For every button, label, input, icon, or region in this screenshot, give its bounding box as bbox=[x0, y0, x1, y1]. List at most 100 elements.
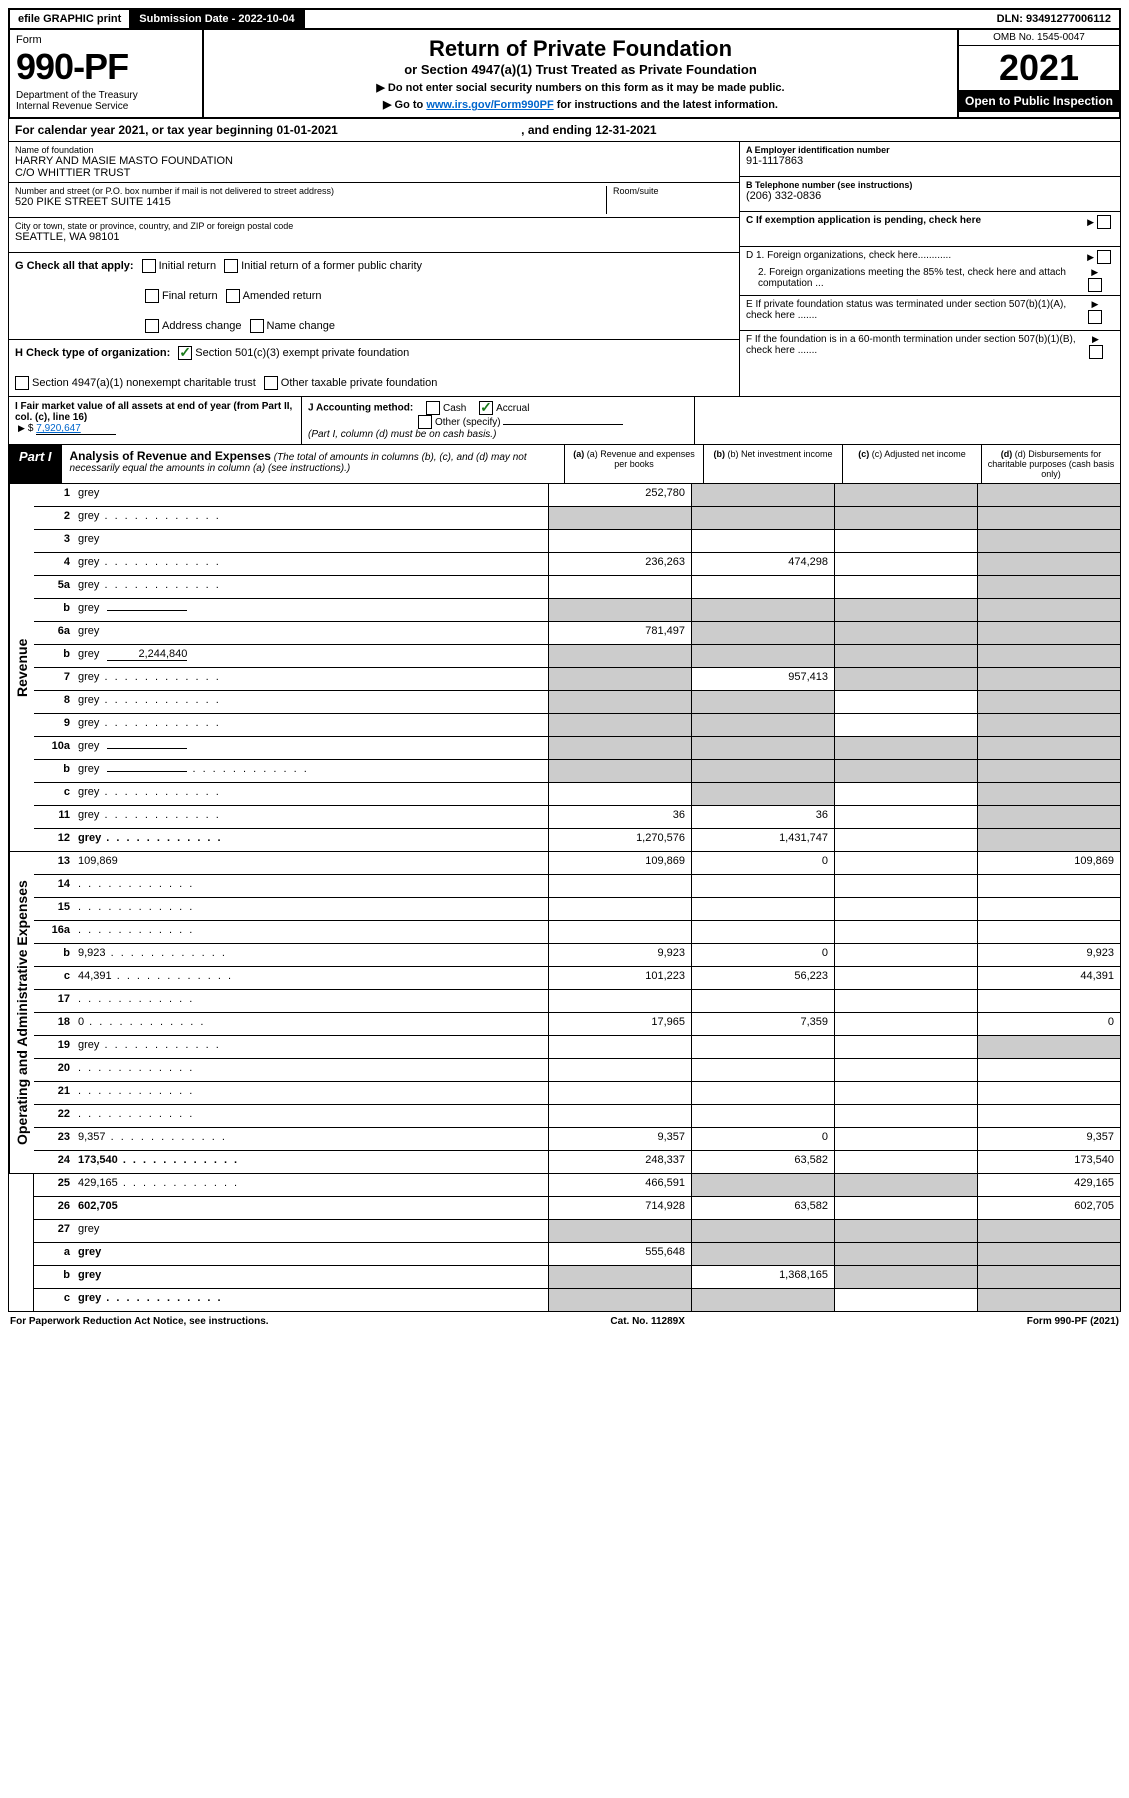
line-desc: 9,357 bbox=[74, 1128, 548, 1150]
amount-cell bbox=[691, 760, 834, 782]
amount-cell bbox=[834, 783, 977, 805]
summary-section: 25429,165466,591429,16526602,705714,9286… bbox=[8, 1174, 1121, 1312]
amount-cell bbox=[834, 1036, 977, 1058]
amount-cell bbox=[548, 1220, 691, 1242]
f-cell: F If the foundation is in a 60-month ter… bbox=[740, 331, 1120, 365]
efile-label: efile GRAPHIC print bbox=[10, 10, 131, 28]
line-number: a bbox=[34, 1243, 74, 1265]
form-number: 990-PF bbox=[16, 46, 196, 88]
amount-cell bbox=[977, 714, 1120, 736]
chk-other-method[interactable] bbox=[418, 415, 432, 429]
entity-right: A Employer identification number 91-1117… bbox=[739, 142, 1120, 396]
amount-cell bbox=[834, 921, 977, 943]
e-cell: E If private foundation status was termi… bbox=[740, 296, 1120, 331]
table-row: 6agrey781,497 bbox=[34, 622, 1120, 645]
amount-cell bbox=[977, 875, 1120, 897]
chk-e[interactable] bbox=[1088, 310, 1102, 324]
city-cell: City or town, state or province, country… bbox=[9, 218, 739, 253]
amount-cell bbox=[977, 783, 1120, 805]
amount-cell: 781,497 bbox=[548, 622, 691, 644]
col-b: (b) (b) Net investment income bbox=[704, 445, 843, 483]
table-row: 4grey236,263474,298 bbox=[34, 553, 1120, 576]
line-number: 26 bbox=[34, 1197, 74, 1219]
line-desc: grey bbox=[74, 668, 548, 690]
chk-d2[interactable] bbox=[1088, 278, 1102, 292]
table-row: 15 bbox=[34, 898, 1120, 921]
revenue-side-label: Revenue bbox=[9, 484, 34, 851]
amount-cell bbox=[834, 507, 977, 529]
amount-cell: 36 bbox=[548, 806, 691, 828]
amount-cell bbox=[834, 760, 977, 782]
irs-link[interactable]: www.irs.gov/Form990PF bbox=[426, 99, 553, 111]
amount-cell: 1,431,747 bbox=[691, 829, 834, 851]
amount-cell bbox=[548, 898, 691, 920]
fmv-link[interactable]: 7,920,647 bbox=[36, 423, 116, 435]
chk-initial[interactable] bbox=[142, 259, 156, 273]
table-row: bgrey1,368,165 bbox=[34, 1266, 1120, 1289]
amount-cell bbox=[977, 829, 1120, 851]
line-desc: grey bbox=[74, 783, 548, 805]
chk-accrual[interactable] bbox=[479, 401, 493, 415]
line-desc bbox=[74, 875, 548, 897]
amount-cell: 0 bbox=[691, 852, 834, 874]
chk-other-tax[interactable] bbox=[264, 376, 278, 390]
amount-cell bbox=[548, 1036, 691, 1058]
line-number: b bbox=[34, 645, 74, 667]
amount-cell bbox=[834, 1266, 977, 1288]
amount-cell bbox=[977, 530, 1120, 552]
chk-d1[interactable] bbox=[1097, 250, 1111, 264]
chk-4947[interactable] bbox=[15, 376, 29, 390]
line-number: 14 bbox=[34, 875, 74, 897]
amount-cell bbox=[834, 599, 977, 621]
submission-date: Submission Date - 2022-10-04 bbox=[131, 10, 304, 28]
line-desc: grey bbox=[74, 1036, 548, 1058]
table-row: 10agrey bbox=[34, 737, 1120, 760]
table-row: cgrey bbox=[34, 783, 1120, 806]
amount-cell bbox=[977, 622, 1120, 644]
amount-cell: 429,165 bbox=[977, 1174, 1120, 1196]
amount-cell bbox=[548, 599, 691, 621]
line-desc: grey bbox=[74, 576, 548, 598]
line-number: 15 bbox=[34, 898, 74, 920]
line-number: 4 bbox=[34, 553, 74, 575]
chk-amended[interactable] bbox=[226, 289, 240, 303]
amount-cell bbox=[548, 760, 691, 782]
chk-address[interactable] bbox=[145, 319, 159, 333]
amount-cell bbox=[691, 507, 834, 529]
amount-cell: 36 bbox=[691, 806, 834, 828]
line-desc: grey bbox=[74, 622, 548, 644]
amount-cell bbox=[691, 484, 834, 506]
table-row: 239,3579,35709,357 bbox=[34, 1128, 1120, 1151]
amount-cell bbox=[834, 1243, 977, 1265]
amount-cell: 9,357 bbox=[977, 1128, 1120, 1150]
footer-left: For Paperwork Reduction Act Notice, see … bbox=[10, 1316, 269, 1327]
g-checkboxes: G Check all that apply: Initial return I… bbox=[9, 253, 739, 340]
chk-c[interactable] bbox=[1097, 215, 1111, 229]
amount-cell bbox=[691, 576, 834, 598]
chk-501c3[interactable] bbox=[178, 346, 192, 360]
chk-f[interactable] bbox=[1089, 345, 1103, 359]
chk-cash[interactable] bbox=[426, 401, 440, 415]
amount-cell bbox=[834, 1151, 977, 1173]
col-a: (a) (a) Revenue and expenses per books bbox=[565, 445, 704, 483]
chk-final[interactable] bbox=[145, 289, 159, 303]
table-row: 25429,165466,591429,165 bbox=[34, 1174, 1120, 1197]
line-number: 5a bbox=[34, 576, 74, 598]
amount-cell bbox=[977, 507, 1120, 529]
amount-cell bbox=[834, 990, 977, 1012]
amount-cell bbox=[691, 1174, 834, 1196]
amount-cell: 466,591 bbox=[548, 1174, 691, 1196]
table-row: 1grey252,780 bbox=[34, 484, 1120, 507]
amount-cell bbox=[548, 714, 691, 736]
table-row: cgrey bbox=[34, 1289, 1120, 1311]
header-right: OMB No. 1545-0047 2021 Open to Public In… bbox=[957, 30, 1119, 117]
amount-cell bbox=[548, 1059, 691, 1081]
table-row: 7grey957,413 bbox=[34, 668, 1120, 691]
table-row: 26602,705714,92863,582602,705 bbox=[34, 1197, 1120, 1220]
chk-name[interactable] bbox=[250, 319, 264, 333]
h-checkboxes: H Check type of organization: Section 50… bbox=[9, 340, 739, 396]
amount-cell bbox=[834, 1082, 977, 1104]
amount-cell bbox=[834, 944, 977, 966]
amount-cell: 0 bbox=[691, 944, 834, 966]
chk-initial-public[interactable] bbox=[224, 259, 238, 273]
